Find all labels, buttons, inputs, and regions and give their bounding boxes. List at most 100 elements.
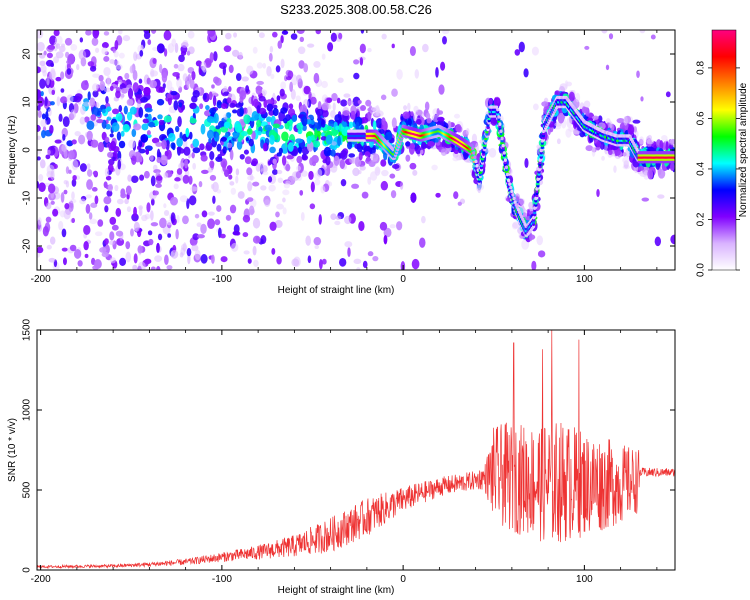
- spectrogram-x-tick-label: -100: [212, 274, 232, 285]
- spectrogram-cell: [297, 129, 302, 134]
- spectrogram-ridge-cell: [473, 155, 477, 159]
- spectrogram-cell: [119, 257, 127, 266]
- spectrogram-cell: [252, 181, 260, 187]
- spectrogram-cell: [176, 78, 182, 89]
- spectrogram-cell: [290, 33, 298, 40]
- spectrogram-cell: [279, 88, 285, 97]
- spectrogram-cell: [116, 131, 122, 141]
- spectrogram-cell: [92, 90, 99, 98]
- spectrogram-cell: [392, 164, 400, 170]
- spectrogram-cell: [109, 85, 114, 92]
- spectrogram-cell: [140, 44, 144, 51]
- spectrogram-cell: [409, 45, 416, 57]
- spectrogram-cell: [182, 73, 188, 82]
- spectrogram-cell: [106, 190, 113, 197]
- spectrogram-cell: [340, 179, 347, 187]
- spectrogram-cell: [257, 130, 262, 136]
- spectrogram-cell: [106, 106, 112, 112]
- spectrogram-cell: [230, 187, 237, 195]
- spectrogram-cell: [186, 248, 192, 257]
- spectrogram-cell: [150, 266, 156, 270]
- spectrogram-cell: [116, 198, 124, 205]
- spectrogram-cell: [383, 227, 392, 238]
- spectrogram-cell: [402, 111, 410, 119]
- spectrogram-cell: [142, 118, 150, 124]
- spectrogram-cell: [195, 60, 202, 67]
- spectrogram-cell: [267, 176, 273, 183]
- spectrogram-cell: [466, 158, 473, 164]
- spectrogram-cell: [228, 86, 232, 92]
- spectrogram-cell: [233, 32, 237, 38]
- spectrogram-cell: [276, 152, 282, 157]
- spectrogram-cell: [248, 205, 255, 216]
- spectrogram-cell: [155, 183, 162, 188]
- spectrogram-cell: [313, 61, 321, 68]
- spectrogram-cell: [269, 45, 274, 53]
- spectrogram-cell: [613, 165, 617, 173]
- spectrogram-cell: [58, 45, 66, 53]
- spectrogram-cell: [320, 132, 326, 138]
- spectrogram-cell: [59, 210, 66, 218]
- spectrogram-cell: [174, 177, 181, 182]
- spectrogram-cell: [331, 141, 337, 146]
- spectrogram-cell: [96, 119, 104, 124]
- spectrogram-cell: [407, 102, 411, 111]
- spectrogram-cell: [152, 18, 157, 29]
- colorbar-tick-label: 0.6: [696, 111, 707, 125]
- spectrogram-cell: [70, 109, 76, 119]
- spectrogram-cell: [148, 238, 154, 246]
- spectrogram-cell: [170, 90, 178, 96]
- spectrogram-cell: [248, 138, 254, 147]
- spectrogram-ridge-cell: [507, 178, 511, 183]
- spectrogram-cell: [150, 68, 155, 78]
- spectrogram-cell: [210, 183, 215, 190]
- spectrogram-cell: [79, 3, 85, 9]
- spectrogram-cell: [299, 189, 304, 196]
- spectrogram-cell: [518, 41, 525, 53]
- spectrogram-cell: [277, 177, 284, 184]
- spectrogram-cell: [109, 133, 114, 138]
- spectrogram-cell: [211, 254, 215, 264]
- spectrogram-cell: [285, 163, 291, 172]
- spectrogram-cell: [163, 48, 168, 57]
- spectrogram-cell: [256, 80, 264, 86]
- spectrogram-cell: [149, 154, 154, 161]
- spectrogram-cell: [641, 197, 650, 202]
- spectrogram-cell: [222, 161, 227, 172]
- spectrogram-cell: [197, 234, 205, 239]
- spectrogram-cell: [66, 68, 72, 75]
- spectrogram-cell: [149, 79, 158, 89]
- spectrogram-cell: [56, 96, 61, 107]
- spectrogram-cell: [568, 91, 575, 102]
- spectrogram-cell: [150, 175, 156, 187]
- spectrogram-cell: [78, 49, 87, 61]
- spectrogram-cell: [317, 101, 322, 112]
- spectrogram-cell: [78, 134, 86, 145]
- spectrogram-cell: [235, 175, 239, 184]
- spectrogram-cell: [258, 32, 265, 39]
- spectrogram-cell: [118, 105, 123, 113]
- spectrogram-cell: [212, 181, 219, 193]
- spectrogram-cell: [138, 141, 143, 148]
- spectrogram-cell: [242, 232, 249, 238]
- colorbar-tick-label: 0.8: [696, 61, 707, 75]
- colorbar-tick-label: 0.2: [696, 212, 707, 226]
- spectrogram-cell: [37, 217, 42, 226]
- spectrogram-cell: [246, 197, 254, 202]
- spectrogram-cell: [321, 258, 327, 265]
- spectrogram-cell: [330, 149, 336, 157]
- spectrogram-cell: [367, 47, 372, 53]
- spectrogram-cell: [37, 89, 42, 99]
- spectrogram-cell: [556, 138, 561, 145]
- spectrogram-cell: [40, 119, 47, 128]
- spectrogram-cell: [438, 84, 445, 95]
- spectrogram-cell: [147, 113, 152, 122]
- spectrogram-cell: [148, 121, 155, 128]
- spectrogram-cell: [196, 222, 202, 227]
- spectrogram-cell: [127, 88, 134, 99]
- spectrogram-cell: [115, 230, 124, 237]
- spectrogram-cell: [40, 90, 44, 97]
- spectrogram-cell: [276, 95, 281, 102]
- spectrogram-cell: [272, 123, 280, 129]
